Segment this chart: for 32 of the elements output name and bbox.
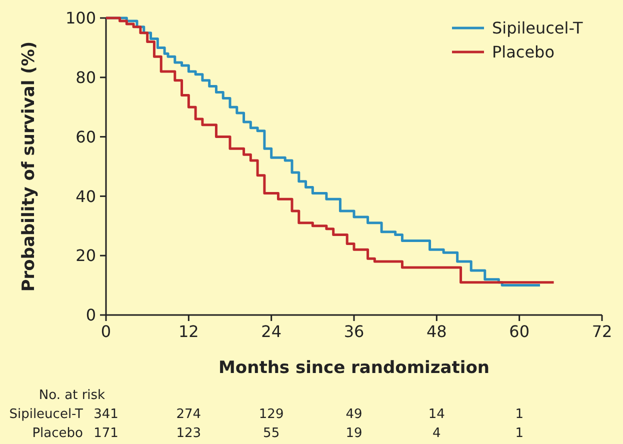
- legend-label: Sipileucel-T: [492, 18, 584, 38]
- text: 274: [176, 407, 202, 422]
- text: No. at risk: [38, 388, 106, 403]
- text: 55: [263, 426, 280, 441]
- y-axis-title: Probability of survival (%): [19, 41, 39, 292]
- y-tick-label: 20: [76, 246, 96, 266]
- text: 4: [432, 426, 441, 441]
- x-tick-label: 0: [100, 322, 112, 341]
- text: 129: [258, 407, 284, 422]
- text: Sipileucel-T: [9, 407, 84, 422]
- x-tick-label: 48: [426, 322, 447, 341]
- x-tick-label: 72: [592, 322, 612, 341]
- y-tick-label: 60: [76, 127, 96, 146]
- y-tick-label: 100: [65, 8, 96, 28]
- x-tick-label: 36: [344, 322, 364, 341]
- text: 19: [346, 426, 362, 441]
- y-tick-label: 80: [76, 68, 96, 87]
- text: 341: [94, 407, 118, 422]
- text: 1: [515, 407, 524, 422]
- y-tick-label: 0: [86, 306, 96, 325]
- text: 49: [346, 407, 362, 422]
- y-tick-label: 40: [76, 186, 96, 206]
- x-tick-label: 12: [178, 322, 199, 341]
- text: 123: [176, 426, 202, 441]
- text: Placebo: [32, 426, 84, 441]
- legend-label: Placebo: [492, 42, 554, 62]
- x-axis-title: Months since randomization: [218, 358, 490, 378]
- text: 171: [94, 426, 118, 441]
- text: 1: [515, 426, 524, 441]
- x-tick-label: 60: [509, 322, 530, 341]
- text: 14: [428, 407, 445, 422]
- x-tick-label: 24: [261, 322, 282, 341]
